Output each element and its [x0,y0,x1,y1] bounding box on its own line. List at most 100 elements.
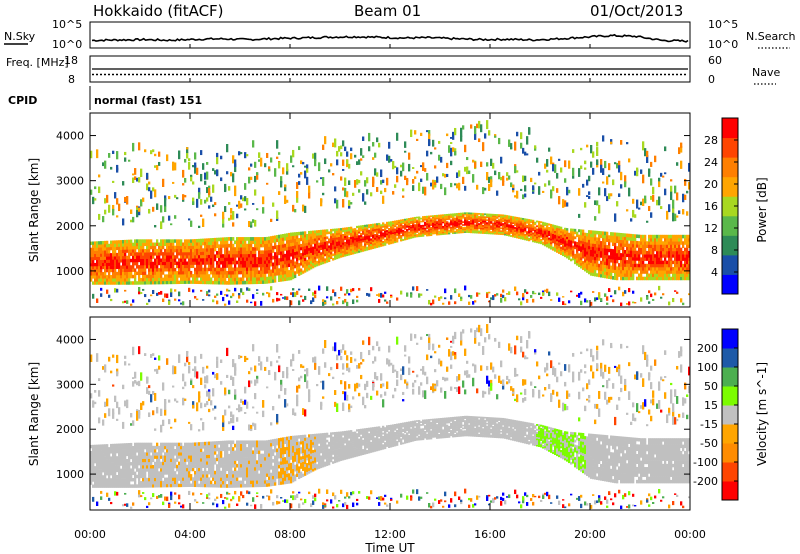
power-cell [182,274,185,278]
power-cell [610,265,613,270]
power-cell [206,197,209,202]
power-cell [138,252,141,256]
power-cell [612,269,615,273]
power-cell [408,222,411,225]
power-cell [114,281,117,285]
power-cell [156,280,159,285]
power-cell [588,195,591,199]
power-cell [650,195,653,200]
power-cell [584,253,587,257]
power-cell [352,230,355,233]
power-cell [392,222,395,225]
power-cell [380,224,383,227]
power-cell [424,233,427,236]
power-cell [158,271,161,275]
power-cell [100,275,103,279]
power-cell [436,214,439,217]
power-cell [598,263,601,268]
power-cell [336,301,339,305]
power-cell [502,217,505,220]
power-cell [632,273,635,277]
power-cell [666,238,669,242]
power-cell [658,285,661,291]
power-cell [154,153,157,157]
power-cell [346,243,349,246]
power-cell [596,260,599,264]
power-cell [98,262,101,267]
power-cell [594,243,597,248]
power-cell [412,233,415,236]
power-cell [416,229,419,232]
power-cell [518,232,521,235]
power-cell [120,240,123,244]
power-cell [100,262,103,267]
power-cell [550,299,553,301]
power-cell [590,301,593,306]
power-cell [622,236,625,241]
power-cell [606,258,609,262]
power-cell [660,270,663,274]
power-cell [642,174,645,184]
power-cell [330,249,333,253]
power-cell [260,277,263,281]
power-cell [232,257,235,262]
power-cell [562,247,565,250]
power-cell [670,179,673,182]
power-cell [124,255,127,260]
power-cell [262,273,265,278]
power-cell [148,274,151,279]
power-cell [462,221,465,223]
power-cell [334,292,337,297]
power-cell [432,215,435,217]
power-cell [542,228,545,231]
power-cell [672,267,675,271]
power-cell [150,252,153,256]
power-cell [186,255,189,259]
power-cell [222,296,225,302]
power-cell [346,289,349,294]
colorbar-tick-label: 28 [704,134,718,147]
power-cell [296,263,299,268]
power-cell [468,301,471,305]
power-cell [508,219,511,222]
power-cell [522,293,525,298]
power-cell [256,267,259,271]
power-cell [312,265,315,269]
power-cell [330,247,333,250]
velocity-cell [100,462,103,467]
power-cell [360,171,363,176]
power-cell [324,158,327,165]
power-cell [636,257,639,261]
power-cell [512,235,515,238]
power-cell [514,230,517,232]
power-cell [434,215,437,217]
power-cell [194,280,197,284]
power-cell [138,291,141,295]
power-cell [600,164,603,173]
power-cell [424,231,427,234]
power-cell [170,252,173,256]
power-cell [454,217,457,220]
power-cell [308,239,311,243]
power-cell [222,237,225,242]
power-cell [506,177,509,181]
power-cell [266,270,269,274]
power-cell [442,227,445,230]
power-cell [604,241,607,246]
power-cell [510,227,513,230]
power-cell [460,222,463,225]
power-cell [344,241,347,245]
power-cell [396,232,399,235]
power-cell [338,249,341,252]
power-cell [610,248,613,253]
power-cell [568,300,571,304]
power-cell [676,263,679,268]
power-cell [476,227,479,230]
power-cell [198,245,201,249]
power-cell [676,276,679,281]
power-cell [216,274,219,278]
power-cell [508,224,511,227]
power-cell [142,265,145,269]
power-cell [290,246,293,250]
power-cell [192,245,195,250]
